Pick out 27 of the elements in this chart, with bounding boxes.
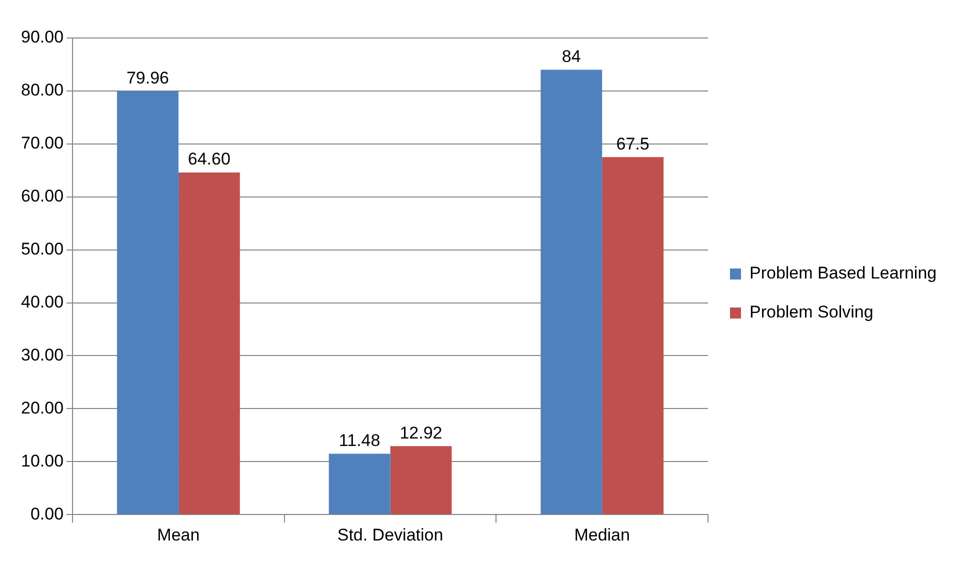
x-tick-label: Median (574, 525, 630, 544)
bar (178, 172, 240, 514)
legend-label: Problem Based Learning (750, 264, 937, 283)
data-label: 84 (562, 46, 581, 66)
legend-label: Problem Solving (750, 302, 874, 322)
data-label: 64.60 (188, 150, 230, 169)
y-tick-label: 10.00 (20, 451, 64, 470)
bar (540, 70, 602, 514)
y-tick-label: 90.00 (20, 28, 64, 47)
x-tick-label: Std. Deviation (337, 525, 444, 544)
y-tick-label: 20.00 (20, 398, 64, 418)
y-tick-label: 50.00 (20, 240, 64, 259)
bar (602, 157, 664, 514)
y-tick-label: 70.00 (20, 134, 64, 153)
y-tick-label: 30.00 (20, 345, 64, 364)
y-tick-label: 80.00 (20, 80, 64, 100)
data-label: 12.92 (400, 423, 442, 442)
data-label: 11.48 (338, 430, 380, 450)
data-label: 67.5 (616, 134, 650, 154)
y-tick-label: 0.00 (30, 504, 64, 524)
bar (390, 446, 452, 514)
x-tick-label: Mean (157, 525, 200, 544)
bar (117, 91, 178, 514)
bar (328, 454, 390, 514)
y-tick-label: 60.00 (20, 186, 64, 206)
y-tick-label: 40.00 (20, 292, 64, 312)
data-label: 79.96 (126, 68, 170, 88)
